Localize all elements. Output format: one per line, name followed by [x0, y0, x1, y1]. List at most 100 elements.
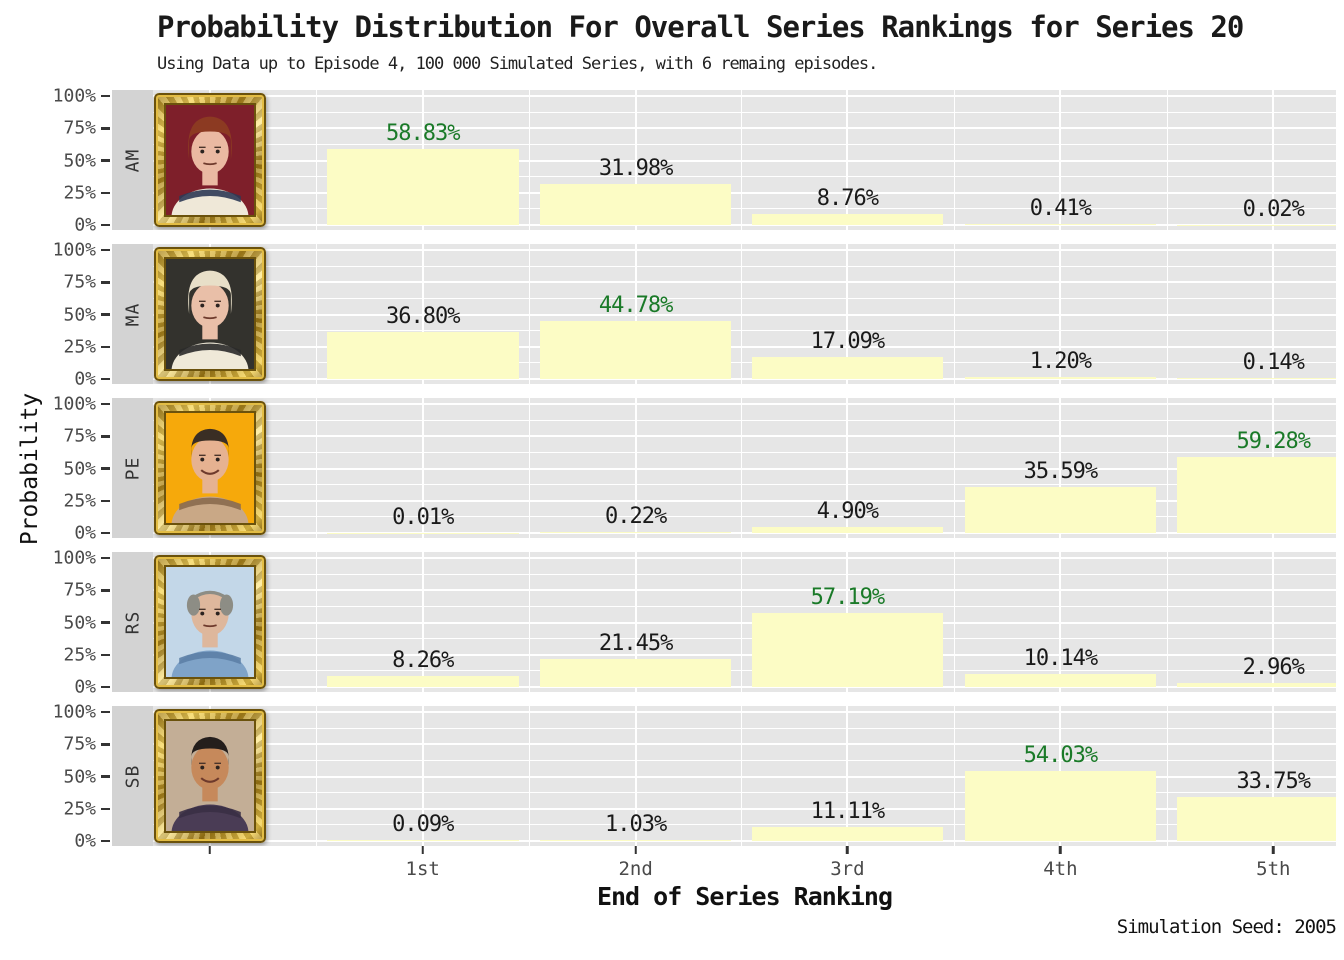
- bar-value-label: 0.22%: [605, 504, 667, 529]
- bar-value-label: 0.09%: [392, 812, 454, 837]
- gridline-horizontal: [153, 711, 1336, 713]
- gridline-vertical: [421, 244, 424, 384]
- bar-value-label: 0.01%: [392, 504, 454, 530]
- facet-strip: SB: [112, 706, 153, 846]
- portrait-illustration: [165, 413, 254, 523]
- bar-value-label: 8.76%: [816, 185, 879, 211]
- gridline-vertical: [421, 398, 424, 538]
- bar-value-label: 1.20%: [1029, 349, 1092, 375]
- gridline-vertical: [316, 706, 318, 846]
- gridline-horizontal: [153, 249, 1336, 251]
- facet-row: 100% 75% 50% 25% 0% RS 8.26% 21.45% 57.19% 10.14…: [0, 548, 1336, 698]
- gridline-horizontal: [153, 792, 1336, 794]
- gridline-horizontal: [153, 467, 1336, 470]
- probability-bar: [326, 331, 519, 379]
- ytick-label: 100%: [52, 547, 96, 569]
- gridline-vertical: [634, 90, 637, 230]
- gridline-horizontal: [153, 159, 1336, 162]
- gridline-vertical: [316, 398, 318, 538]
- ytick-mark: [101, 621, 110, 624]
- gridline-horizontal: [153, 111, 1336, 113]
- gridline-horizontal: [153, 840, 1336, 842]
- bar-value-label: 35.59%: [1023, 459, 1098, 485]
- ytick-label: 50%: [63, 612, 96, 633]
- ytick-label: 50%: [63, 766, 96, 787]
- ytick-mark: [101, 807, 110, 810]
- gridline-vertical: [634, 244, 637, 384]
- ytick-mark: [101, 589, 110, 592]
- ytick-label: 75%: [63, 271, 96, 293]
- facet-rows: 100% 75% 50% 25% 0% AM 58.83% 31.98% 8.76% 0.41%…: [0, 86, 1336, 860]
- gridline-vertical: [316, 552, 318, 692]
- gridline-vertical: [740, 706, 742, 846]
- gridline-vertical: [846, 244, 849, 384]
- ytick-mark: [101, 345, 110, 348]
- ytick-mark: [101, 377, 110, 381]
- gridline-horizontal: [153, 516, 1336, 518]
- gridline-horizontal: [153, 224, 1336, 226]
- facet-strip: MA: [112, 244, 153, 384]
- gridline-vertical: [421, 552, 424, 692]
- gridline-vertical: [1166, 398, 1168, 538]
- gridline-horizontal: [153, 208, 1336, 210]
- y-axis-ticks: 100% 75% 50% 25% 0%: [0, 240, 112, 390]
- gridline-vertical: [740, 552, 742, 692]
- ytick-mark: [101, 499, 110, 502]
- portrait-frame: [154, 709, 266, 843]
- ytick-mark: [101, 435, 110, 438]
- gridline-vertical: [1272, 552, 1275, 692]
- y-axis-ticks: 100% 75% 50% 25% 0%: [0, 86, 112, 236]
- ytick-mark: [101, 402, 110, 406]
- gridline-vertical: [846, 90, 849, 230]
- probability-bar: [539, 839, 732, 841]
- gridline-vertical: [953, 398, 955, 538]
- gridline-horizontal: [153, 362, 1336, 364]
- probability-bar: [1177, 456, 1336, 533]
- gridline-horizontal: [153, 670, 1336, 672]
- facet-strip: PE: [112, 398, 153, 538]
- xtick-label: 4th: [1043, 858, 1078, 880]
- gridline-horizontal: [153, 573, 1336, 575]
- ytick-mark: [101, 94, 110, 98]
- gridline-vertical: [316, 244, 318, 384]
- bar-value-label: 57.19%: [810, 585, 885, 611]
- gridline-vertical: [1272, 90, 1275, 230]
- bar-value-label: 44.78%: [598, 293, 673, 319]
- gridline-horizontal: [153, 345, 1336, 348]
- gridline-vertical: [1272, 706, 1275, 846]
- gridline-horizontal: [153, 743, 1336, 746]
- probability-bar: [539, 321, 732, 379]
- bar-value-label: 17.09%: [810, 328, 885, 354]
- ytick-label: 100%: [52, 701, 96, 723]
- gridline-horizontal: [153, 281, 1336, 284]
- facet-row: 100% 75% 50% 25% 0% MA 36.80% 44.78% 17.09% 1.20…: [0, 240, 1336, 390]
- ytick-label: 25%: [63, 798, 96, 820]
- portrait-illustration: [165, 721, 254, 831]
- ytick-label: 0%: [74, 368, 96, 390]
- gridline-horizontal: [153, 557, 1336, 559]
- gridline-horizontal: [153, 419, 1336, 421]
- gridline-vertical: [953, 552, 955, 692]
- gridline-vertical: [529, 398, 531, 538]
- xtick-mark: [1059, 846, 1062, 854]
- gridline-vertical: [846, 706, 849, 846]
- facet-panel: 8.26% 21.45% 57.19% 10.14% 2.96%: [153, 552, 1336, 692]
- gridline-vertical: [1166, 244, 1168, 384]
- probability-bar: [1177, 378, 1336, 379]
- chart-title: Probability Distribution For Overall Ser…: [157, 10, 1244, 44]
- chart-subtitle: Using Data up to Episode 4, 100 000 Simu…: [157, 54, 878, 74]
- ytick-label: 25%: [63, 644, 96, 666]
- portrait-photo: [163, 719, 256, 833]
- xtick-mark: [634, 846, 637, 854]
- gridline-horizontal: [153, 330, 1336, 332]
- probability-bar: [964, 377, 1157, 379]
- ytick-mark: [101, 743, 110, 746]
- bar-value-label: 11.11%: [810, 798, 885, 824]
- ytick-mark: [101, 556, 110, 560]
- ytick-mark: [101, 710, 110, 714]
- gridline-horizontal: [153, 265, 1336, 267]
- facet-strip-label: PE: [122, 456, 143, 480]
- gridline-vertical: [1059, 398, 1062, 538]
- gridline-horizontal: [153, 499, 1336, 502]
